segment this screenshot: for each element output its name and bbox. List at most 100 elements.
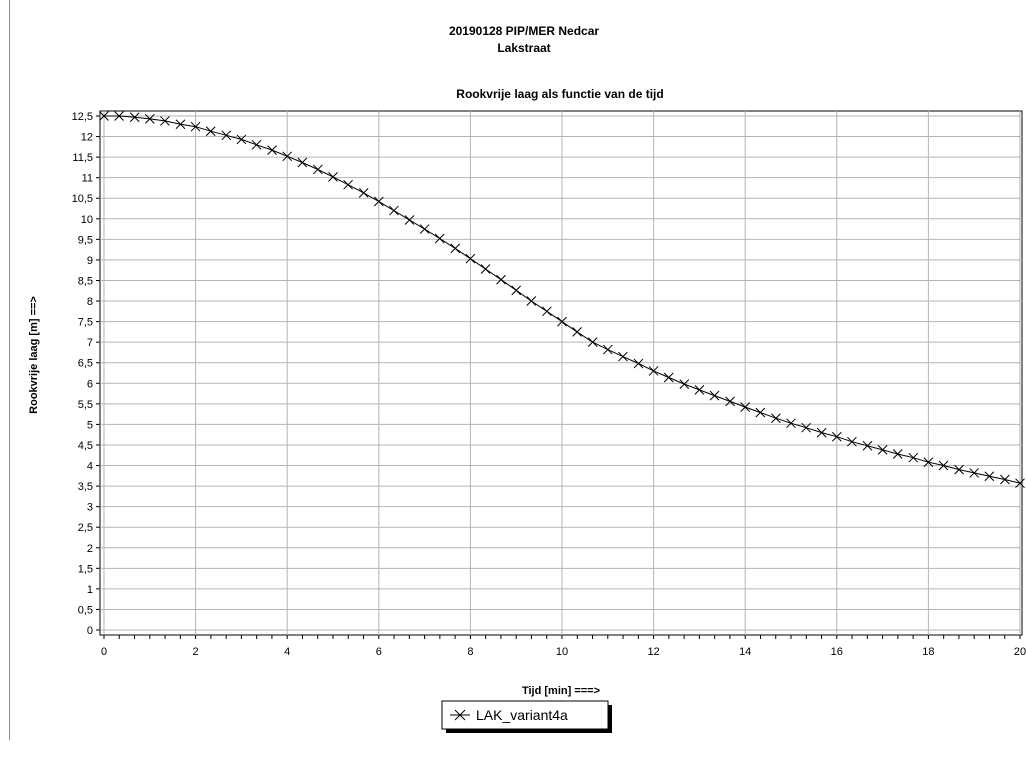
data-point-marker xyxy=(557,316,567,327)
x-tick-label: 16 xyxy=(831,646,843,658)
data-point-marker xyxy=(984,471,995,482)
y-tick-label: 6 xyxy=(87,378,93,390)
data-point-marker xyxy=(496,274,506,285)
data-point-marker xyxy=(358,188,369,198)
y-tick-label: 5,5 xyxy=(78,399,93,411)
y-axis-label: Rookvrije laag [m] ==> xyxy=(28,296,40,414)
y-tick-label: 8 xyxy=(87,296,93,308)
data-point-marker xyxy=(755,407,766,418)
data-point-marker xyxy=(969,468,980,478)
data-point-marker xyxy=(404,215,415,225)
data-point-marker xyxy=(831,431,842,442)
data-point-marker xyxy=(373,196,384,207)
y-tick-label: 10 xyxy=(81,214,93,226)
data-point-marker xyxy=(740,402,751,412)
data-point-marker xyxy=(144,114,155,124)
data-point-marker xyxy=(205,126,216,137)
data-point-marker xyxy=(99,111,109,121)
y-tick-label: 10,5 xyxy=(72,193,93,205)
x-tick-label: 4 xyxy=(284,646,290,658)
data-point-marker xyxy=(526,296,537,306)
data-point-marker xyxy=(709,390,720,401)
data-point-marker xyxy=(923,457,934,468)
x-tick-label: 10 xyxy=(556,646,568,658)
chart-title-line2: Lakstraat xyxy=(497,41,550,55)
x-tick-label: 20 xyxy=(1014,646,1026,658)
y-tick-label: 9,5 xyxy=(78,234,93,246)
y-tick-label: 6,5 xyxy=(78,358,93,370)
chart-title-line1: 20190128 PIP/MER Nedcar xyxy=(449,24,599,38)
data-point-marker xyxy=(1015,478,1025,489)
data-point-marker xyxy=(511,285,522,296)
x-tick-labels: 0 2 4 6 8 10 12 14 16 18 20 xyxy=(101,646,1026,658)
y-tick-label: 2,5 xyxy=(78,522,93,534)
y-tick-label: 0,5 xyxy=(78,604,93,616)
plot-area xyxy=(99,110,1023,636)
data-point-marker xyxy=(434,233,445,244)
data-point-marker xyxy=(847,436,857,447)
data-point-marker xyxy=(816,427,827,438)
series-markers xyxy=(99,111,1025,489)
axis-ticks xyxy=(96,115,1021,639)
y-tick-labels: 00,511,522,533,544,555,566,577,588,599,5… xyxy=(72,111,93,637)
data-point-marker xyxy=(251,139,262,150)
y-tick-label: 11 xyxy=(82,173,93,185)
y-tick-label: 8,5 xyxy=(78,275,93,287)
data-point-marker xyxy=(343,179,353,190)
data-point-marker xyxy=(267,145,277,155)
data-point-marker xyxy=(480,264,491,274)
x-tick-label: 12 xyxy=(647,646,659,658)
legend: LAK_variant4a xyxy=(441,700,612,733)
y-tick-label: 5 xyxy=(87,419,93,431)
data-point-marker xyxy=(221,130,232,141)
data-point-marker xyxy=(954,464,964,475)
y-tick-label: 4,5 xyxy=(78,440,93,452)
x-tick-label: 6 xyxy=(376,646,382,658)
grid-lines xyxy=(100,111,1022,635)
x-tick-label: 14 xyxy=(739,646,751,658)
data-point-marker xyxy=(450,243,461,254)
data-point-marker xyxy=(648,366,659,376)
data-point-marker xyxy=(679,379,690,389)
data-point-marker xyxy=(663,372,674,383)
data-point-marker xyxy=(892,449,903,459)
legend-label: LAK_variant4a xyxy=(476,707,568,723)
data-point-marker xyxy=(908,452,919,463)
y-tick-label: 11,5 xyxy=(72,152,93,164)
x-tick-label: 8 xyxy=(467,646,473,658)
data-point-marker xyxy=(618,351,628,362)
data-point-marker xyxy=(602,344,613,355)
y-tick-label: 12 xyxy=(81,132,93,144)
chart-subtitle: Rookvrije laag als functie van de tijd xyxy=(456,87,663,101)
data-point-marker xyxy=(862,440,873,451)
y-tick-label: 2 xyxy=(87,543,93,555)
y-tick-label: 3,5 xyxy=(78,481,93,493)
data-point-marker xyxy=(465,253,476,264)
data-point-marker xyxy=(725,396,735,407)
data-point-marker xyxy=(572,327,582,337)
y-tick-label: 1 xyxy=(87,584,93,596)
data-point-marker xyxy=(129,112,140,123)
data-point-marker xyxy=(1000,474,1010,485)
data-point-marker xyxy=(419,224,430,234)
y-tick-label: 9 xyxy=(87,255,93,267)
frame-border-line xyxy=(9,0,10,740)
legend-x-marker-icon xyxy=(454,709,466,721)
data-point-marker xyxy=(771,413,781,424)
x-tick-label: 18 xyxy=(922,646,934,658)
y-tick-label: 3 xyxy=(87,502,93,514)
data-point-marker xyxy=(236,134,247,145)
data-point-marker xyxy=(786,418,796,429)
data-point-marker xyxy=(282,151,293,162)
data-point-marker xyxy=(877,445,888,455)
data-point-marker xyxy=(389,205,399,216)
data-point-marker xyxy=(938,460,949,471)
x-axis-label: Tijd [min] ===> xyxy=(522,685,600,697)
data-point-marker xyxy=(313,164,323,175)
data-point-marker xyxy=(328,172,338,182)
y-tick-label: 12,5 xyxy=(72,111,93,123)
x-tick-label: 2 xyxy=(193,646,199,658)
data-point-marker xyxy=(801,422,811,433)
y-tick-label: 1,5 xyxy=(78,563,93,575)
